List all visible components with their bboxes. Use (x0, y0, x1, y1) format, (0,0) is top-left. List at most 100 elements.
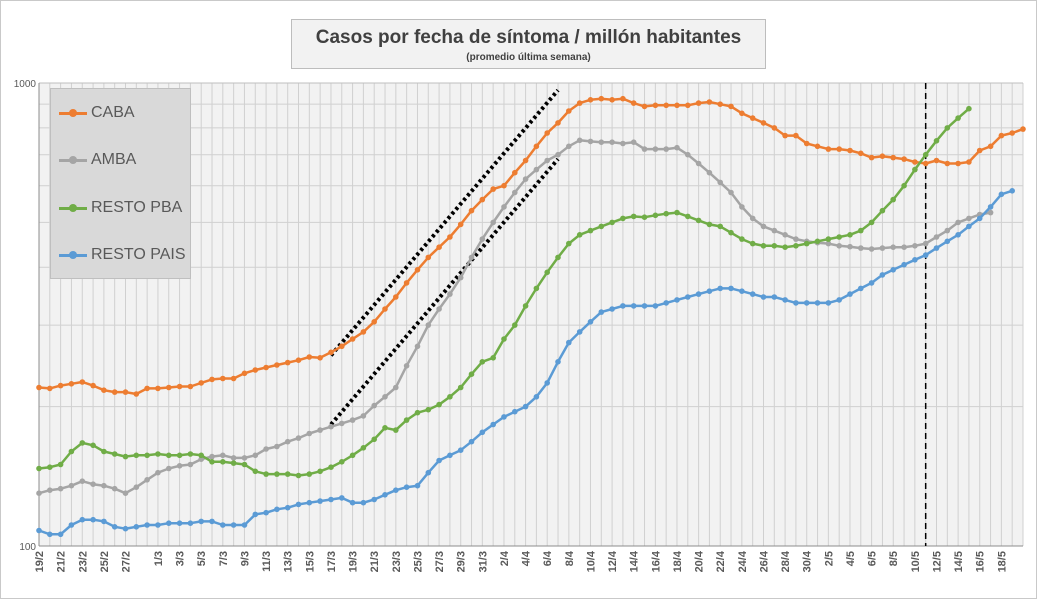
data-point-resto-pais (68, 522, 75, 528)
data-point-resto-pba (825, 236, 832, 242)
data-point-caba (1020, 126, 1026, 132)
x-tick-label: 16/5 (975, 551, 987, 572)
data-point-amba (252, 452, 259, 459)
data-point-resto-pais (501, 414, 507, 420)
data-point-caba (803, 140, 810, 147)
data-point-caba (501, 182, 507, 189)
data-point-amba (133, 484, 140, 491)
data-point-amba (933, 234, 940, 240)
data-point-caba (198, 380, 204, 386)
legend-label-caba: CABA (91, 104, 135, 121)
data-point-caba (349, 336, 356, 342)
data-point-resto-pais (241, 522, 248, 528)
x-tick-label: 18/4 (672, 550, 684, 572)
data-point-resto-pais (955, 232, 961, 238)
data-point-resto-pba (220, 459, 226, 465)
data-point-resto-pba (47, 464, 53, 471)
data-point-amba (587, 138, 594, 145)
data-point-resto-pais (479, 429, 486, 436)
data-point-resto-pais (263, 509, 269, 516)
data-point-resto-pais (101, 518, 107, 525)
data-point-resto-pais (879, 272, 886, 278)
data-point-amba (209, 453, 215, 460)
data-point-caba (576, 100, 583, 106)
data-point-caba (371, 319, 378, 325)
data-point-amba (349, 417, 356, 423)
data-point-caba (739, 110, 745, 117)
data-point-resto-pba (706, 221, 713, 228)
data-point-amba (641, 146, 648, 152)
data-point-caba (155, 385, 161, 392)
data-point-amba (414, 343, 421, 350)
x-tick-label: 14/5 (953, 551, 965, 572)
data-point-caba (1009, 130, 1015, 136)
data-point-resto-pais (858, 285, 864, 292)
data-point-amba (490, 219, 497, 226)
data-point-caba (522, 157, 529, 164)
data-point-resto-pba (944, 125, 951, 131)
data-point-resto-pais (144, 522, 150, 528)
data-point-caba (414, 267, 421, 273)
data-point-amba (436, 306, 442, 312)
data-point-resto-pais (252, 511, 259, 518)
data-point-resto-pba (36, 465, 42, 472)
data-point-caba (663, 102, 669, 109)
data-point-resto-pais (295, 501, 302, 508)
data-point-caba (868, 154, 875, 161)
chart-subtitle: (promedio última semana) (466, 52, 591, 63)
data-point-resto-pba (284, 471, 291, 477)
x-tick-label: 7/3 (218, 551, 230, 566)
data-point-caba (187, 383, 194, 390)
data-point-caba (382, 306, 388, 312)
data-point-resto-pais (57, 531, 64, 538)
data-point-resto-pais (847, 291, 853, 297)
x-tick-label: 14/4 (629, 550, 641, 572)
data-point-resto-pais (706, 288, 713, 295)
data-point-resto-pais (457, 447, 464, 454)
trend-line-dotted (329, 88, 560, 357)
data-point-amba (966, 215, 972, 222)
data-point-resto-pba (414, 409, 421, 416)
x-tick-label: 21/3 (369, 551, 381, 572)
data-point-resto-pais (966, 223, 972, 230)
data-point-amba (230, 455, 237, 461)
x-tick-label: 25/2 (99, 551, 111, 572)
data-point-amba (576, 137, 583, 144)
data-point-amba (760, 223, 767, 230)
data-point-caba (922, 160, 929, 167)
data-point-resto-pais (360, 499, 367, 506)
data-point-amba (674, 144, 680, 151)
data-point-resto-pais (998, 191, 1005, 198)
trend-line-dotted (329, 157, 560, 426)
data-point-amba (890, 244, 896, 250)
data-point-caba (858, 150, 864, 157)
data-point-caba (393, 294, 399, 300)
data-point-resto-pba (652, 212, 659, 219)
legend-item-resto-pba: RESTO PBA (59, 196, 182, 220)
data-point-resto-pba (868, 219, 875, 226)
data-point-resto-pais (339, 495, 345, 501)
data-point-resto-pba (79, 440, 86, 446)
data-point-resto-pais (836, 297, 842, 303)
data-point-resto-pais (133, 524, 140, 530)
data-point-caba (685, 102, 691, 109)
data-point-resto-pba (858, 227, 864, 234)
data-point-amba (782, 232, 788, 238)
x-tick-label: 29/3 (456, 551, 468, 572)
data-point-resto-pba (641, 214, 648, 220)
data-point-amba (122, 490, 129, 497)
data-point-resto-pba (122, 453, 129, 460)
data-point-resto-pba (522, 303, 529, 309)
data-point-resto-pba (955, 115, 961, 121)
data-point-amba (101, 482, 107, 489)
data-point-resto-pais (663, 300, 669, 306)
data-point-caba (68, 381, 75, 387)
data-point-amba (901, 244, 907, 250)
data-point-amba (695, 160, 702, 167)
data-point-resto-pais (620, 303, 626, 309)
data-point-amba (685, 151, 691, 158)
data-point-amba (501, 204, 507, 210)
data-point-caba (890, 154, 896, 161)
data-point-amba (295, 435, 302, 441)
data-point-resto-pais (976, 215, 983, 222)
